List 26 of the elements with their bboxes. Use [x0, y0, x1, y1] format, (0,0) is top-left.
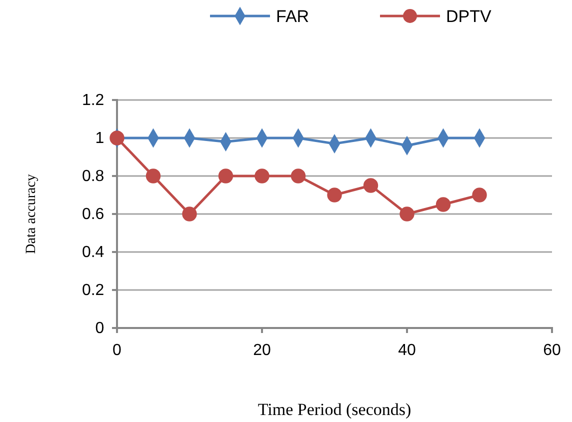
legend-label: DPTV	[446, 7, 492, 26]
point	[290, 168, 306, 184]
y-tick-label: 0	[95, 320, 104, 338]
legend-label: FAR	[276, 7, 310, 26]
y-tick-label: 0.6	[82, 206, 104, 224]
point	[146, 168, 161, 184]
point	[472, 188, 487, 202]
y-tick-label: 0.4	[82, 244, 104, 262]
x-tick-label: 0	[112, 342, 122, 360]
point	[363, 178, 378, 193]
point	[327, 188, 342, 202]
point	[218, 168, 234, 184]
y-tick-label: 1.2	[82, 92, 104, 110]
point	[400, 206, 414, 222]
x-tick-label: 20	[253, 342, 271, 360]
x-tick-label: 60	[543, 342, 561, 360]
y-axis-title: Data accuracy	[24, 174, 39, 254]
point	[254, 168, 270, 184]
point	[182, 206, 197, 222]
point	[436, 197, 451, 212]
x-axis-title: Time Period (seconds)	[258, 400, 412, 419]
y-tick-label: 0.8	[82, 168, 104, 186]
y-tick-label: 1	[95, 130, 104, 148]
point	[110, 130, 124, 146]
x-tick-label: 40	[398, 342, 416, 360]
y-tick-label: 0.2	[82, 282, 104, 300]
